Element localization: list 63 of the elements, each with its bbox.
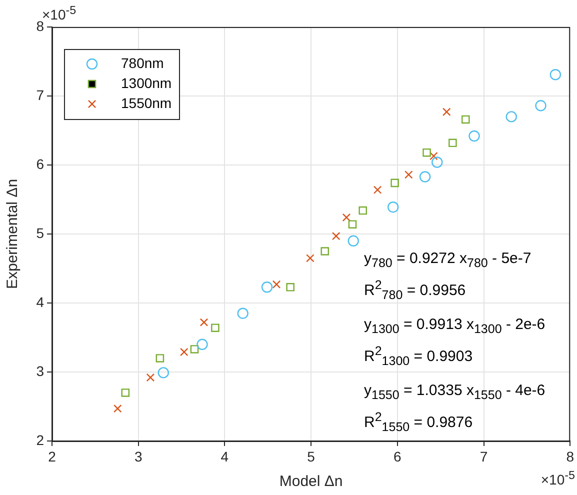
annotation: R$^{2}$$_{1300}$ = 0.9903 — [364, 343, 474, 370]
point — [156, 354, 164, 362]
point — [419, 171, 431, 182]
legend-label: 780nm — [121, 54, 164, 71]
point — [200, 318, 208, 326]
x-tick-label: 5 — [307, 448, 316, 464]
y-tick-label: 5 — [36, 224, 44, 241]
y-axis-title: Experimental Δn — [4, 178, 22, 290]
point — [348, 235, 359, 246]
point — [332, 232, 340, 240]
point — [358, 206, 367, 215]
point — [422, 148, 431, 157]
point — [286, 282, 294, 292]
annotation: y$_{1550}$ = 1.0335 x$_{1550}$ - 4e-6 — [364, 382, 546, 404]
point — [158, 367, 169, 378]
legend-label: 1550nm — [121, 94, 172, 111]
point — [432, 156, 443, 168]
point — [180, 348, 188, 356]
point — [448, 138, 457, 148]
y-tick-label: 7 — [36, 86, 44, 103]
point — [237, 308, 248, 319]
point — [272, 280, 281, 289]
point — [461, 115, 470, 124]
y-tick-label: 3 — [36, 362, 44, 379]
x-axis-title: Model Δn — [279, 473, 343, 490]
point — [196, 338, 208, 350]
y-tick-label: 6 — [36, 156, 44, 172]
y-tick-label: 2 — [36, 432, 44, 448]
annotation: R$^{2}$$_{1550}$ = 0.9876 — [364, 409, 474, 436]
point — [146, 373, 155, 382]
point — [342, 213, 351, 222]
point — [506, 111, 517, 122]
x-tick-label: 4 — [220, 448, 229, 464]
point — [468, 130, 480, 142]
point — [113, 404, 122, 413]
point — [430, 152, 438, 160]
x-tick-label: 7 — [480, 448, 488, 464]
point — [320, 247, 330, 256]
text: ×10$^{-5}$ — [42, 4, 76, 23]
point — [261, 282, 273, 293]
point — [404, 170, 413, 179]
point — [190, 345, 199, 354]
point — [535, 100, 546, 112]
text: ×10$^{-5}$ — [540, 469, 575, 488]
point — [390, 178, 399, 188]
x-tick-label: 6 — [394, 448, 402, 464]
x-tick-label: 3 — [134, 448, 142, 464]
point — [550, 69, 562, 80]
point — [348, 220, 357, 228]
annotation: y$_{1300}$ = 0.9913 x$_{1300}$ - 2e-6 — [364, 316, 546, 338]
x-tick-label: 2 — [48, 448, 56, 464]
point — [306, 254, 314, 262]
y-tick-label: 4 — [36, 294, 44, 310]
point — [121, 388, 130, 397]
point — [373, 186, 382, 194]
point — [442, 108, 451, 116]
x-tick-label: 8 — [566, 448, 574, 464]
annotation: R$^{2}$$_{780}$ = 0.9956 — [364, 277, 467, 304]
point — [387, 201, 399, 213]
annotation: y$_{780}$ = 0.9272 x$_{780}$ - 5e-7 — [364, 250, 532, 272]
legend-label: 1300nm — [121, 74, 172, 91]
y-tick-label: 8 — [36, 18, 44, 34]
point — [211, 324, 220, 332]
